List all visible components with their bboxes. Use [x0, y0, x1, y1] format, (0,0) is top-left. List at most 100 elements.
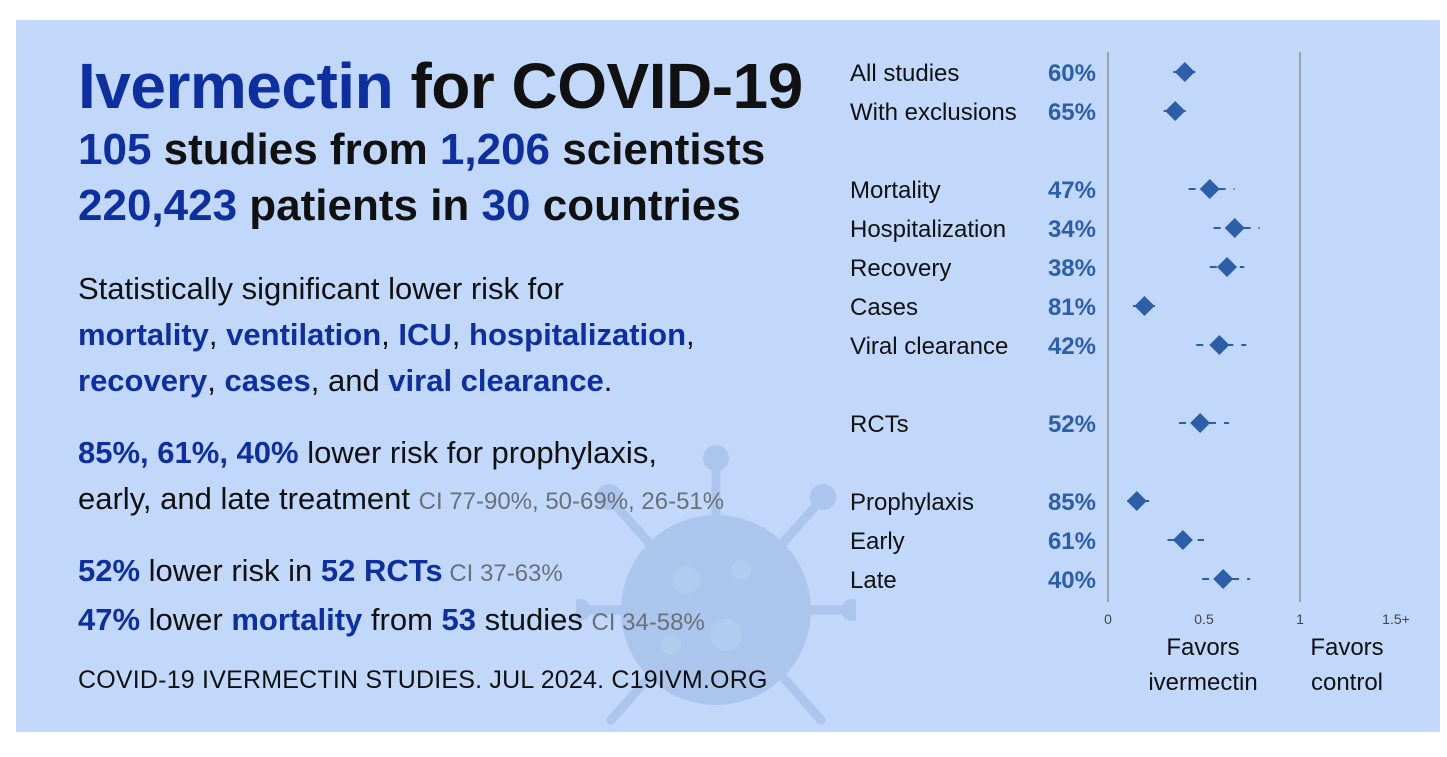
separator: , [451, 317, 470, 352]
estimate-marker [1190, 413, 1211, 433]
mortality-text-1: lower [140, 602, 232, 637]
estimate-marker [1213, 569, 1234, 589]
treatment-ci: CI 77-90%, 50-69%, 26-51% [418, 488, 725, 515]
significance-line-2: mortality, ventilation, ICU, hospitaliza… [78, 317, 695, 352]
patients-count: 220,423 [78, 181, 238, 230]
x-tick-label: 1.5+ [1382, 611, 1410, 627]
mortality-text-2: from [362, 602, 442, 637]
row-label: Viral clearance [850, 333, 1008, 360]
mortality-text-3: studies [476, 602, 592, 637]
studies-count: 105 [78, 125, 152, 174]
scientists-text: scientists [550, 125, 766, 174]
scientists-count: 1,206 [439, 125, 551, 174]
treatment-text-1: lower risk for prophylaxis, [298, 435, 657, 470]
row-label: RCTs [850, 411, 909, 438]
title-line: Ivermectin for COVID-19 [78, 50, 803, 122]
studies-text: studies from [151, 125, 440, 174]
separator: , [208, 317, 227, 352]
row-percentage: 47% [1048, 177, 1096, 204]
outcome-cases: cases [224, 363, 311, 398]
separator: , [207, 363, 225, 398]
forest-row: Cases 81% [850, 294, 1162, 321]
mortality-ci: CI 34-58% [591, 609, 705, 636]
row-percentage: 65% [1048, 99, 1096, 126]
infographic-card: Ivermectin for COVID-19 105 studies from… [16, 20, 1440, 732]
significance-line-3: recovery, cases, and viral clearance. [78, 358, 695, 404]
x-tick-label: 1 [1296, 611, 1304, 627]
row-percentage: 34% [1048, 216, 1096, 243]
rct-text: lower risk in [140, 553, 321, 588]
footer-source: COVID-19 IVERMECTIN STUDIES. JUL 2024. C… [78, 666, 768, 694]
mortality-study-count: 53 [441, 602, 476, 637]
row-percentage: 42% [1048, 333, 1096, 360]
row-percentage: 60% [1048, 60, 1096, 87]
row-percentage: 52% [1048, 411, 1096, 438]
headline: Ivermectin for COVID-19 105 studies from… [78, 50, 803, 234]
outcome-hospitalization: hospitalization [469, 317, 687, 352]
patients-line: 220,423 patients in 30 countries [78, 178, 803, 234]
forest-row: RCTs 52% [850, 411, 1229, 438]
row-label: Recovery [850, 255, 951, 282]
favors-left-line-1: Favors [1166, 634, 1239, 661]
title-drug: Ivermectin [78, 50, 394, 122]
row-label: Late [850, 567, 897, 594]
mortality-word: mortality [231, 602, 363, 637]
mortality-line: 47% lower mortality from 53 studies CI 3… [78, 597, 705, 646]
treatment-line-1: 85%, 61%, 40% lower risk for prophylaxis… [78, 430, 724, 476]
rct-line: 52% lower risk in 52 RCTs CI 37-63% [78, 548, 705, 597]
outcome-recovery: recovery [78, 363, 208, 398]
x-tick-label: 0.5 [1194, 611, 1214, 627]
forest-row: Hospitalization 34% [850, 216, 1260, 243]
separator: , [381, 317, 399, 352]
countries-count: 30 [481, 181, 531, 230]
row-percentage: 85% [1048, 489, 1096, 516]
forest-row: Recovery 38% [850, 255, 1245, 282]
row-percentage: 40% [1048, 567, 1096, 594]
significance-statement: Statistically significant lower risk for… [78, 266, 695, 404]
estimate-marker [1172, 530, 1193, 550]
forest-row: Prophylaxis 85% [850, 489, 1153, 516]
period: . [603, 363, 613, 398]
row-label: Prophylaxis [850, 489, 974, 516]
rct-statement: 52% lower risk in 52 RCTs CI 37-63% 47% … [78, 548, 705, 646]
favors-right-line-2: control [1311, 669, 1383, 696]
x-tick-label: 0 [1104, 611, 1112, 627]
row-label: Cases [850, 294, 918, 321]
studies-line: 105 studies from 1,206 scientists [78, 122, 803, 178]
treatment-text-2: early, and late treatment [78, 481, 419, 516]
outcome-ventilation: ventilation [226, 317, 382, 352]
countries-text: countries [530, 181, 741, 230]
estimate-marker [1126, 491, 1147, 511]
forest-row: Late 40% [850, 567, 1251, 594]
forest-row: Early 61% [850, 528, 1204, 555]
title-rest: for COVID-19 [393, 50, 803, 122]
forest-row: Mortality 47% [850, 177, 1235, 204]
rct-percentage: 52% [78, 553, 141, 588]
estimate-marker [1174, 62, 1195, 82]
row-percentage: 38% [1048, 255, 1096, 282]
patients-text: patients in [237, 181, 482, 230]
outcome-icu: ICU [398, 317, 452, 352]
estimate-marker [1134, 296, 1155, 316]
row-label: With exclusions [850, 99, 1017, 126]
estimate-marker [1217, 257, 1238, 277]
forest-axes [1107, 52, 1301, 602]
forest-ticks: 0 0.5 1 1.5+ [1104, 611, 1410, 627]
mortality-percentage: 47% [78, 602, 141, 637]
estimate-marker [1209, 335, 1230, 355]
row-label: Hospitalization [850, 216, 1006, 243]
forest-row: With exclusions 65% [850, 99, 1189, 126]
estimate-marker [1165, 101, 1186, 121]
separator-and: , and [310, 363, 389, 398]
forest-plot: All studies 60% With exclusions 65% Mortalit… [850, 52, 1410, 696]
outcome-mortality: mortality [78, 317, 209, 352]
forest-row: Viral clearance 42% [850, 333, 1247, 360]
rct-ci: CI 37-63% [442, 560, 563, 587]
outcome-viral-clearance: viral clearance [388, 363, 604, 398]
virus-illustration [576, 445, 856, 725]
row-label: Mortality [850, 177, 941, 204]
favors-left-line-2: ivermectin [1148, 669, 1257, 696]
estimate-marker [1224, 218, 1245, 238]
favors-right-line-1: Favors [1310, 634, 1383, 661]
row-label: Early [850, 528, 905, 555]
